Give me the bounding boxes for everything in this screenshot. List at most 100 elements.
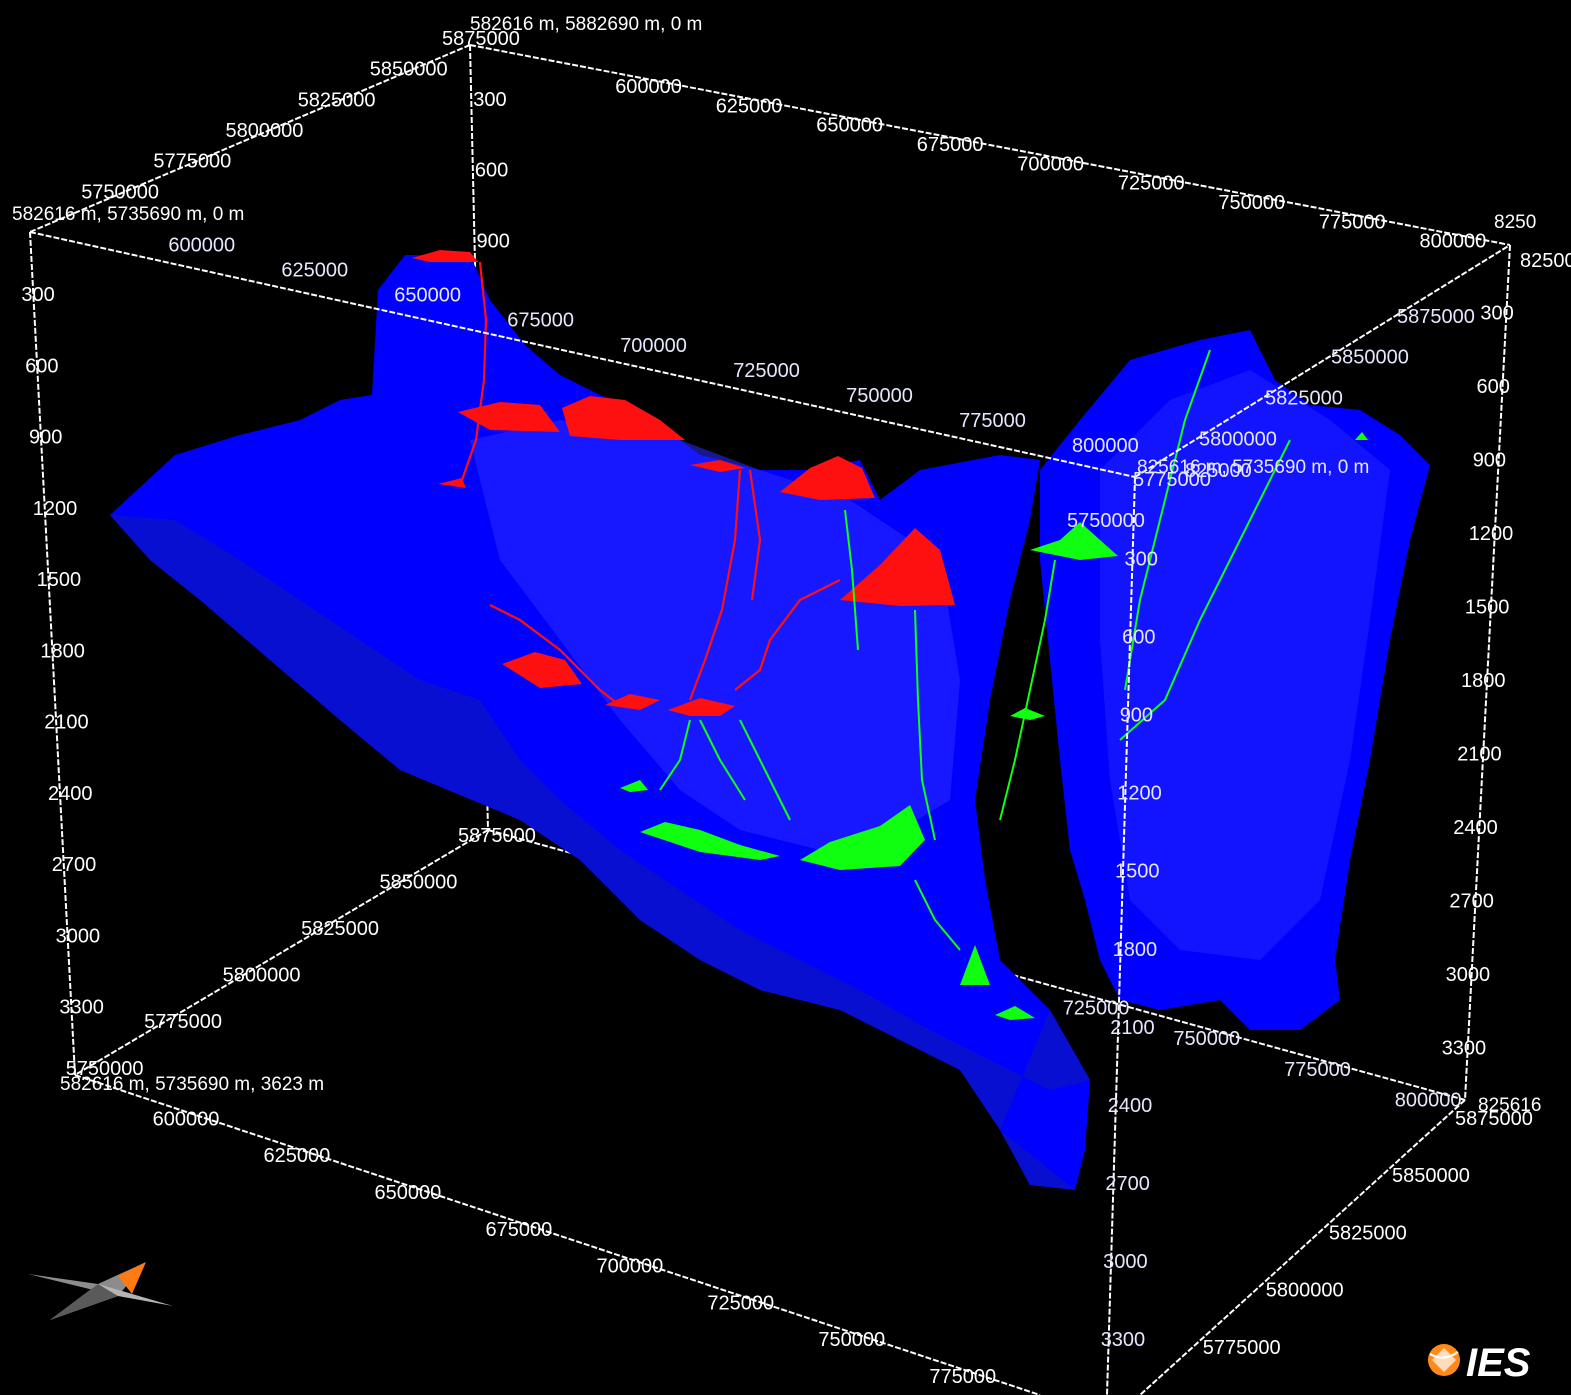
corner-label-front-top-left: 582616 m, 5735690 m, 0 m	[12, 204, 244, 225]
y-tick-label: 5875000	[458, 825, 536, 847]
ies-globe-shine	[1432, 1348, 1456, 1372]
z-tick-label: 900	[1473, 450, 1506, 472]
geological-surface-model[interactable]	[110, 255, 1430, 1190]
x-tick-label: 775000	[929, 1366, 996, 1388]
surface-central-face	[470, 420, 960, 850]
green-patch-8	[1355, 432, 1368, 440]
x-tick-label: 825000	[1185, 460, 1252, 482]
z-tick-label: 300	[473, 89, 506, 111]
z-tick-label: 3300	[1442, 1038, 1487, 1060]
y-tick-label: 5800000	[1199, 428, 1277, 450]
z-tick-label: 600	[1477, 376, 1510, 398]
x-tick-label: 700000	[620, 335, 687, 357]
x-tick-label: 675000	[917, 134, 984, 156]
x-tick-label: 625000	[716, 95, 783, 117]
x-tick-label: 775000	[1319, 211, 1386, 233]
y-tick-label: 5825000	[298, 89, 376, 111]
x-tick-label: 725000	[707, 1292, 774, 1314]
x-tick-label: 725000	[1118, 173, 1185, 195]
x-tick-label: 700000	[597, 1256, 664, 1278]
y-tick-label: 5775000	[144, 1011, 222, 1033]
y-tick-label: 5875000	[1397, 306, 1475, 328]
z-tick-label: 3000	[1446, 964, 1491, 986]
x-tick-label: 725000	[733, 360, 800, 382]
corner-label-back-top-right: 8250	[1494, 212, 1536, 233]
x-tick-label: 825000	[1520, 250, 1571, 272]
y-tick-label: 5875000	[1455, 1108, 1533, 1130]
x-tick-label: 625000	[281, 260, 348, 282]
x-tick-label: 600000	[153, 1108, 220, 1130]
z-tick-label: 2100	[1457, 744, 1502, 766]
surface-right-block	[1040, 330, 1430, 1030]
surface-right-face	[1100, 370, 1390, 960]
z-tick-label: 2400	[48, 783, 93, 805]
green-patch-5	[620, 780, 648, 792]
green-patch-4	[800, 805, 925, 870]
triad-arm-accent	[118, 1262, 146, 1294]
green-patch-7	[995, 1006, 1035, 1020]
x-tick-label: 675000	[507, 310, 574, 332]
y-tick-label: 5775000	[1133, 469, 1211, 491]
green-patch-3	[640, 822, 780, 860]
z-tick-label: 3000	[56, 925, 101, 947]
red-patch-lower-1	[502, 652, 582, 688]
y-tick-label: 5825000	[1265, 388, 1343, 410]
y-tick-label: 5875000	[442, 28, 520, 50]
z-tick-label: 2100	[1110, 1017, 1155, 1039]
x-tick-label: 800000	[1395, 1089, 1462, 1111]
red-patch-cone-2	[840, 528, 955, 606]
corner-label-back-top-left: 582616 m, 5882690 m, 0 m	[470, 14, 702, 35]
x-tick-label: 650000	[816, 115, 883, 137]
z-tick-label: 2400	[1108, 1095, 1153, 1117]
axis-tick-labels: 600000 625000 650000 675000 700000 725000 7500…	[21, 28, 1571, 1395]
ies-logo: IES	[1428, 1341, 1531, 1385]
x-tick-label: 700000	[1017, 153, 1084, 175]
green-fault-lines	[659, 349, 1291, 951]
z-tick-label: 1800	[1113, 939, 1158, 961]
corner-label-front-top-right: 825616 m, 5735690 m, 0 m	[1137, 457, 1369, 478]
x-tick-label: 775000	[1284, 1059, 1351, 1081]
x-tick-label: 750000	[818, 1329, 885, 1351]
z-tick-label: 2100	[44, 712, 88, 734]
x-tick-label: 650000	[394, 285, 461, 307]
z-tick-label: 2700	[52, 854, 97, 876]
z-tick-label: 1500	[1115, 861, 1160, 883]
red-patch-ridge-2	[562, 396, 685, 440]
orientation-triad-icon[interactable]	[28, 1262, 173, 1320]
green-patch-6	[960, 945, 990, 985]
green-layer	[620, 432, 1368, 1020]
x-tick-label: 750000	[1173, 1028, 1240, 1050]
green-patch-1	[1030, 522, 1118, 560]
z-tick-label: 900	[29, 427, 62, 449]
y-tick-label: 5825000	[1329, 1223, 1407, 1245]
x-tick-label: 600000	[168, 235, 235, 257]
red-layer	[412, 250, 955, 716]
red-patch-ridge-1	[458, 402, 560, 432]
y-tick-label: 5775000	[153, 151, 231, 173]
x-tick-label: 625000	[264, 1145, 331, 1167]
z-tick-label: 1200	[1469, 523, 1514, 545]
x-tick-label: 675000	[486, 1219, 553, 1241]
z-tick-label: 2700	[1105, 1173, 1150, 1195]
y-tick-label: 5850000	[1392, 1165, 1470, 1187]
bounding-box-front	[29, 231, 1511, 1395]
y-tick-label: 5825000	[301, 918, 379, 940]
z-tick-label: 300	[1125, 549, 1158, 571]
z-tick-label: 3300	[59, 997, 104, 1019]
x-tick-label: 600000	[615, 76, 682, 98]
red-patch-ridge-3	[690, 460, 745, 472]
ies-globe-swoosh	[1429, 1351, 1459, 1359]
corner-label-front-bottom-left: 582616 m, 5735690 m, 3623 m	[60, 1074, 324, 1095]
z-tick-label: 600	[25, 356, 58, 378]
red-patch-cone-1	[780, 456, 875, 500]
y-tick-label: 5800000	[226, 120, 304, 142]
ies-logo-text: IES	[1466, 1341, 1531, 1385]
z-tick-label: 3300	[1101, 1329, 1146, 1351]
x-tick-label: 775000	[959, 410, 1026, 432]
x-tick-label: 800000	[1420, 231, 1487, 253]
triad-arm-shadow	[50, 1284, 118, 1320]
z-tick-label: 1200	[1117, 783, 1162, 805]
red-fault-lines	[460, 261, 841, 705]
z-tick-label: 900	[477, 230, 510, 252]
